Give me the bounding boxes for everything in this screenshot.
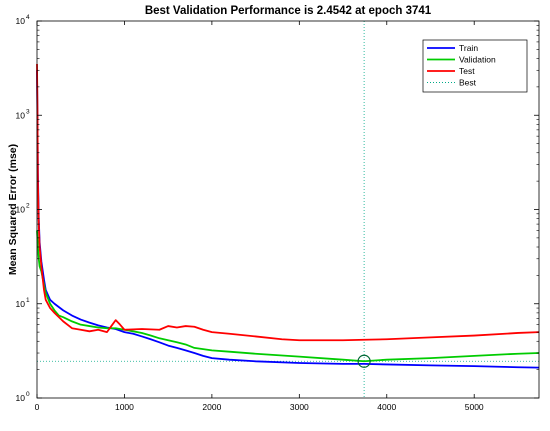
legend-label-best: Best (459, 78, 477, 88)
y-tick-label: 10 (16, 110, 26, 120)
x-tick-label: 0 (35, 402, 40, 412)
y-axis-label: Mean Squared Error (mse) (7, 144, 19, 275)
y-tick-label: 10 (16, 393, 26, 403)
y-tick-exponent: 1 (26, 297, 30, 304)
legend-label-train: Train (459, 43, 478, 53)
x-tick-label: 4000 (377, 402, 396, 412)
legend-label-test: Test (459, 66, 475, 76)
legend-label-validation: Validation (459, 55, 496, 65)
y-tick-label: 10 (16, 299, 26, 309)
x-tick-label: 3000 (290, 402, 309, 412)
y-tick-label: 10 (16, 205, 26, 215)
y-tick-label: 10 (16, 16, 26, 26)
y-tick-exponent: 3 (26, 108, 30, 115)
series-line-test (36, 63, 540, 342)
y-tick-exponent: 4 (26, 14, 30, 21)
chart-title: Best Validation Performance is 2.4542 at… (145, 5, 432, 17)
best-point-marker (357, 354, 371, 368)
y-tick-exponent: 0 (26, 391, 30, 398)
x-tick-label: 5000 (465, 402, 484, 412)
x-tick-label: 1000 (115, 402, 134, 412)
x-tick-label: 2000 (202, 402, 221, 412)
y-tick-exponent: 2 (26, 203, 30, 210)
